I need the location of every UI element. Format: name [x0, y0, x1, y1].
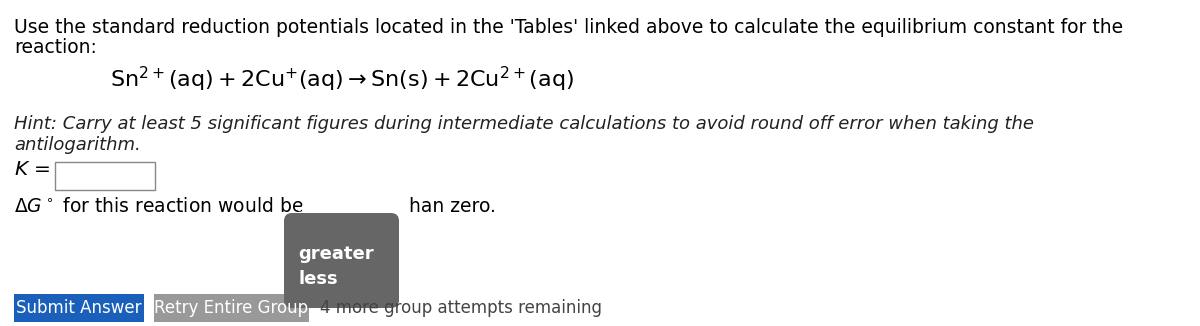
Text: $K$ =: $K$ = [14, 160, 50, 179]
Text: 4 more group attempts remaining: 4 more group attempts remaining [320, 299, 602, 317]
Text: Submit Answer: Submit Answer [17, 299, 142, 317]
Text: $\mathrm{Sn^{2+}(aq) + 2Cu^{+}(aq) \rightarrow Sn(s) + 2Cu^{2+}(aq)}$: $\mathrm{Sn^{2+}(aq) + 2Cu^{+}(aq) \righ… [110, 65, 574, 94]
FancyBboxPatch shape [284, 213, 398, 308]
Text: ✓: ✓ [294, 199, 310, 217]
Text: Retry Entire Group: Retry Entire Group [155, 299, 308, 317]
Text: han zero.: han zero. [409, 197, 496, 216]
Text: greater: greater [298, 245, 373, 263]
Text: less: less [298, 270, 337, 288]
FancyBboxPatch shape [14, 294, 144, 322]
FancyBboxPatch shape [55, 162, 155, 190]
Text: $\Delta G^\circ$ for this reaction would be: $\Delta G^\circ$ for this reaction would… [14, 197, 304, 216]
Text: Use the standard reduction potentials located in the 'Tables' linked above to ca: Use the standard reduction potentials lo… [14, 18, 1123, 37]
FancyBboxPatch shape [154, 294, 310, 322]
Text: antilogarithm.: antilogarithm. [14, 136, 140, 154]
Text: reaction:: reaction: [14, 38, 97, 57]
Text: Hint: Carry at least 5 significant figures during intermediate calculations to a: Hint: Carry at least 5 significant figur… [14, 115, 1034, 133]
